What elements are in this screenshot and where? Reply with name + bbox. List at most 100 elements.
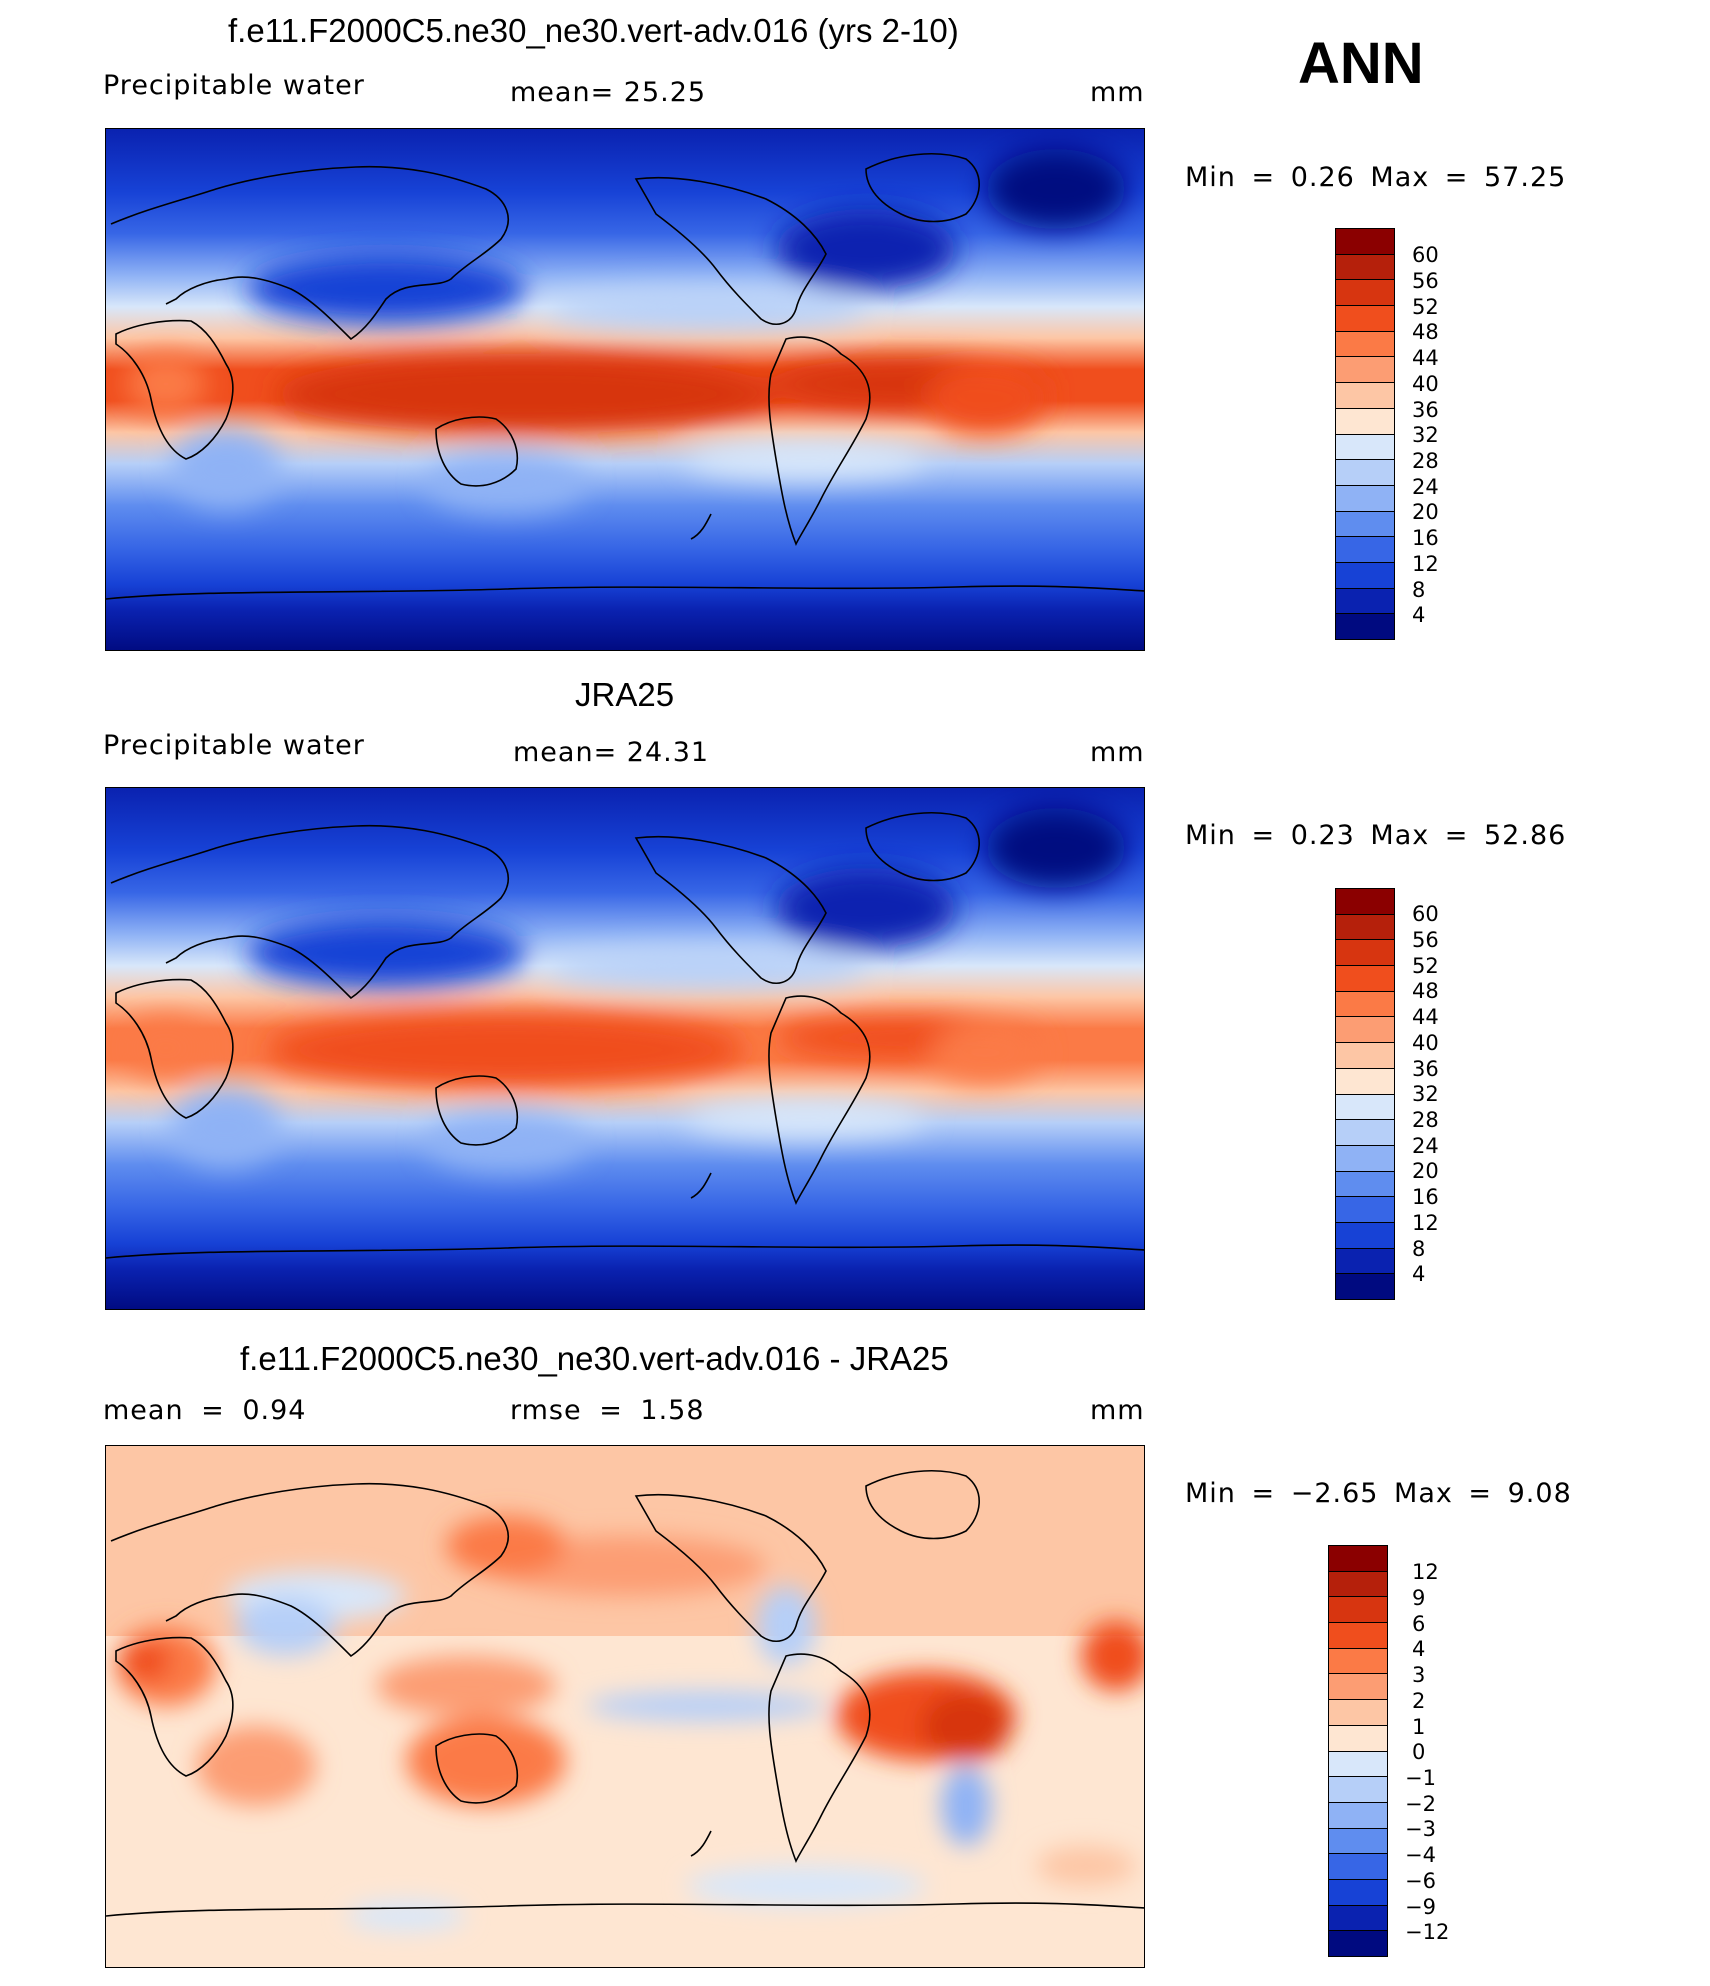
panel-3-colorbar-tick: 12 — [1412, 1560, 1439, 1584]
panel-2-colorbar-swatch — [1336, 889, 1394, 914]
panel-3-colorbar-tick: 0 — [1412, 1740, 1426, 1764]
panel-2-colorbar — [1335, 888, 1395, 1300]
panel-3-colorbar-tick: −9 — [1405, 1895, 1436, 1919]
panel-2-colorbar-swatch — [1336, 1144, 1394, 1171]
panel-2-colorbar-swatch — [1336, 965, 1394, 991]
panel-3-colorbar-tick: −4 — [1405, 1843, 1436, 1867]
panel-2-colorbar-tick: 4 — [1412, 1262, 1426, 1286]
panel-2-colorbar-tick: 48 — [1412, 979, 1439, 1003]
panel-2-minmax-label: Min = 0.23 Max = 52.86 — [1185, 820, 1567, 851]
panel-1-colorbar-tick: 56 — [1412, 269, 1439, 293]
panel-1-colorbar-swatch — [1336, 433, 1394, 460]
panel-1-colorbar-swatch — [1336, 613, 1394, 639]
panel-2-map — [105, 787, 1145, 1310]
panel-3-colorbar-swatch — [1329, 1546, 1387, 1571]
panel-3-colorbar-swatch — [1329, 1776, 1387, 1802]
panel-1-colorbar-tick: 52 — [1412, 295, 1439, 319]
panel-2-colorbar-tick: 8 — [1412, 1237, 1426, 1261]
panel-2-colorbar-tick: 20 — [1412, 1159, 1439, 1183]
panel-3-colorbar-swatch — [1329, 1699, 1387, 1725]
panel-3-units-label: mm — [1090, 1395, 1145, 1426]
panel-2-colorbar-tick: 40 — [1412, 1031, 1439, 1055]
panel-1-colorbar-tick: 44 — [1412, 346, 1439, 370]
panel-3-colorbar-swatch — [1329, 1570, 1387, 1597]
panel-2-colorbar-tick: 12 — [1412, 1211, 1439, 1235]
panel-1-colorbar-tick: 24 — [1412, 475, 1439, 499]
panel-3-map — [105, 1445, 1145, 1968]
panel-2-colorbar-swatch — [1336, 1119, 1394, 1145]
panel-2-map-field — [106, 788, 1144, 1309]
panel-1-colorbar-swatch — [1336, 407, 1394, 434]
panel-2-colorbar-tick: 52 — [1412, 954, 1439, 978]
panel-3-colorbar-swatch — [1329, 1827, 1387, 1854]
panel-1-colorbar-swatch — [1336, 382, 1394, 408]
panel-2-colorbar-swatch — [1336, 990, 1394, 1017]
panel-2-colorbar-swatch — [1336, 1247, 1394, 1274]
panel-2-colorbar-tick: 36 — [1412, 1057, 1439, 1081]
panel-3-colorbar-tick: −6 — [1405, 1869, 1436, 1893]
panel-2-colorbar-swatch — [1336, 1196, 1394, 1222]
panel-1-units-label: mm — [1090, 77, 1145, 108]
panel-2-colorbar-swatch — [1336, 1170, 1394, 1197]
panel-3-colorbar-swatch — [1329, 1750, 1387, 1777]
panel-3-colorbar-tick: 3 — [1412, 1663, 1426, 1687]
panel-1-colorbar-swatch — [1336, 536, 1394, 562]
panel-2-colorbar-swatch — [1336, 1221, 1394, 1248]
panel-3-title: f.e11.F2000C5.ne30_ne30.vert-adv.016 - J… — [240, 1340, 949, 1377]
panel-2-colorbar-tick: 56 — [1412, 928, 1439, 952]
panel-3-colorbar-tick: −2 — [1405, 1792, 1436, 1816]
panel-3-colorbar-swatch — [1329, 1673, 1387, 1700]
panel-1-colorbar-swatch — [1336, 459, 1394, 485]
panel-2-colorbar-swatch — [1336, 1093, 1394, 1120]
panel-3-map-field — [106, 1446, 1144, 1967]
panel-1-colorbar-swatch — [1336, 587, 1394, 614]
panel-1-colorbar-tick: 4 — [1412, 603, 1426, 627]
panel-3-mean-label: mean = 0.94 — [103, 1395, 307, 1426]
panel-3-colorbar-tick: −12 — [1405, 1920, 1450, 1944]
panel-1-map — [105, 128, 1145, 651]
panel-3-colorbar-tick: −3 — [1405, 1817, 1436, 1841]
panel-1-colorbar-swatch — [1336, 279, 1394, 306]
panel-1-colorbar-swatch — [1336, 356, 1394, 383]
panel-1-colorbar-swatch — [1336, 229, 1394, 254]
panel-3-colorbar-tick: −1 — [1405, 1766, 1436, 1790]
panel-2-colorbar-tick: 28 — [1412, 1108, 1439, 1132]
panel-3-colorbar-swatch — [1329, 1622, 1387, 1648]
panel-2-mean-label: mean= 24.31 — [513, 737, 710, 768]
panel-3-colorbar-tick: 4 — [1412, 1637, 1426, 1661]
panel-1-colorbar-tick: 16 — [1412, 526, 1439, 550]
panel-3-colorbar-swatch — [1329, 1904, 1387, 1931]
panel-2-colorbar-swatch — [1336, 913, 1394, 940]
panel-3-colorbar-tick: 2 — [1412, 1689, 1426, 1713]
panel-1-colorbar-swatch — [1336, 305, 1394, 331]
panel-1-colorbar-tick: 40 — [1412, 372, 1439, 396]
panel-1-minmax-label: Min = 0.26 Max = 57.25 — [1185, 162, 1567, 193]
panel-3-colorbar-swatch — [1329, 1878, 1387, 1905]
panel-3-colorbar-swatch — [1329, 1647, 1387, 1674]
panel-2-colorbar-tick: 60 — [1412, 902, 1439, 926]
panel-1-title: f.e11.F2000C5.ne30_ne30.vert-adv.016 (yr… — [228, 12, 959, 49]
panel-3-colorbar-tick: 9 — [1412, 1586, 1426, 1610]
panel-1-colorbar-tick: 60 — [1412, 243, 1439, 267]
panel-2-colorbar-swatch — [1336, 1067, 1394, 1094]
panel-1-map-field — [106, 129, 1144, 650]
panel-1-colorbar-tick: 28 — [1412, 449, 1439, 473]
panel-2-colorbar-tick: 24 — [1412, 1134, 1439, 1158]
panel-3-colorbar-swatch — [1329, 1801, 1387, 1828]
panel-2-colorbar-tick: 44 — [1412, 1005, 1439, 1029]
panel-2-units-label: mm — [1090, 737, 1145, 768]
panel-2-colorbar-tick: 16 — [1412, 1185, 1439, 1209]
panel-3-colorbar-swatch — [1329, 1596, 1387, 1623]
panel-1-variable-label: Precipitable water — [103, 70, 365, 101]
panel-3-colorbar — [1328, 1545, 1388, 1957]
panel-2-colorbar-swatch — [1336, 939, 1394, 966]
panel-1-colorbar-tick: 32 — [1412, 423, 1439, 447]
panel-2-colorbar-swatch — [1336, 1273, 1394, 1299]
panel-3-colorbar-tick: 6 — [1412, 1612, 1426, 1636]
panel-1-colorbar-swatch — [1336, 510, 1394, 537]
panel-1-colorbar-tick: 48 — [1412, 320, 1439, 344]
panel-2-colorbar-swatch — [1336, 1016, 1394, 1043]
panel-3-colorbar-swatch — [1329, 1724, 1387, 1751]
panel-1-colorbar-tick: 36 — [1412, 398, 1439, 422]
panel-1-colorbar-tick: 8 — [1412, 578, 1426, 602]
